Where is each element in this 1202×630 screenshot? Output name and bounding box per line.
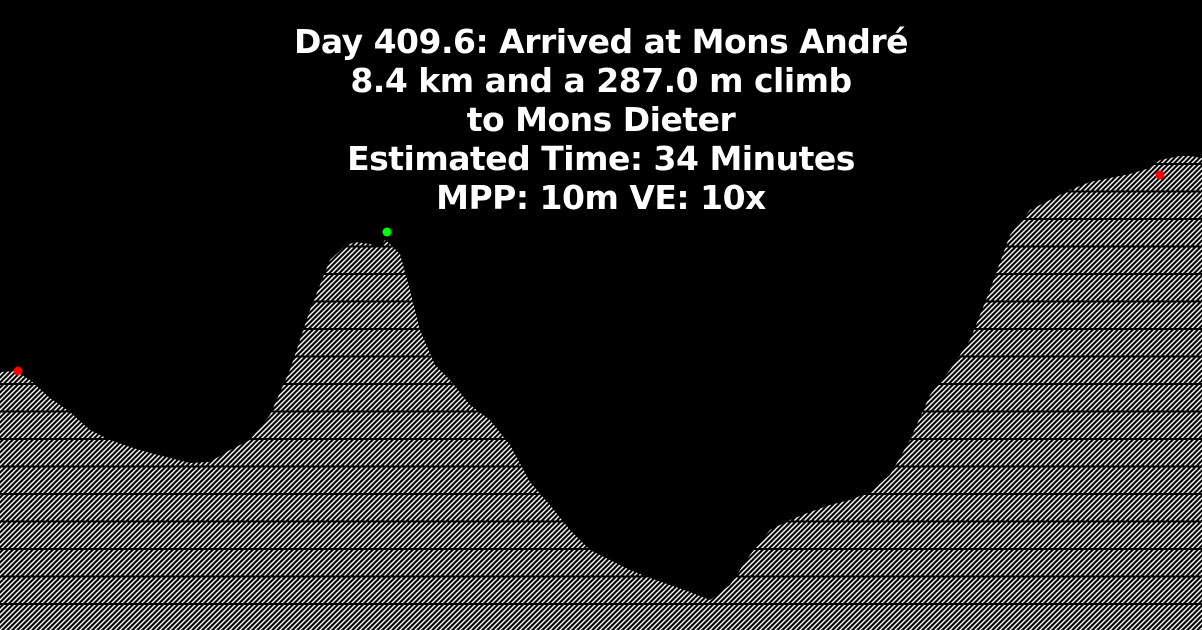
peak-markers [13, 170, 1165, 376]
distance-climb-line: 8.4 km and a 287.0 m climb [350, 61, 852, 100]
contour-band [0, 575, 1202, 578]
terrain-area [0, 156, 1202, 630]
contour-band [0, 603, 1202, 605]
scale-info-line: MPP: 10m VE: 10x [436, 178, 766, 217]
trip-status-title: Day 409.6: Arrived at Mons André 8.4 km … [0, 22, 1202, 217]
endpoint-marker [13, 366, 23, 376]
current-peak-marker [382, 227, 392, 237]
endpoint-marker [1155, 170, 1165, 180]
destination-line: to Mons Dieter [466, 100, 736, 139]
estimated-time-line: Estimated Time: 34 Minutes [347, 139, 855, 178]
day-arrival-line: Day 409.6: Arrived at Mons André [293, 22, 909, 61]
